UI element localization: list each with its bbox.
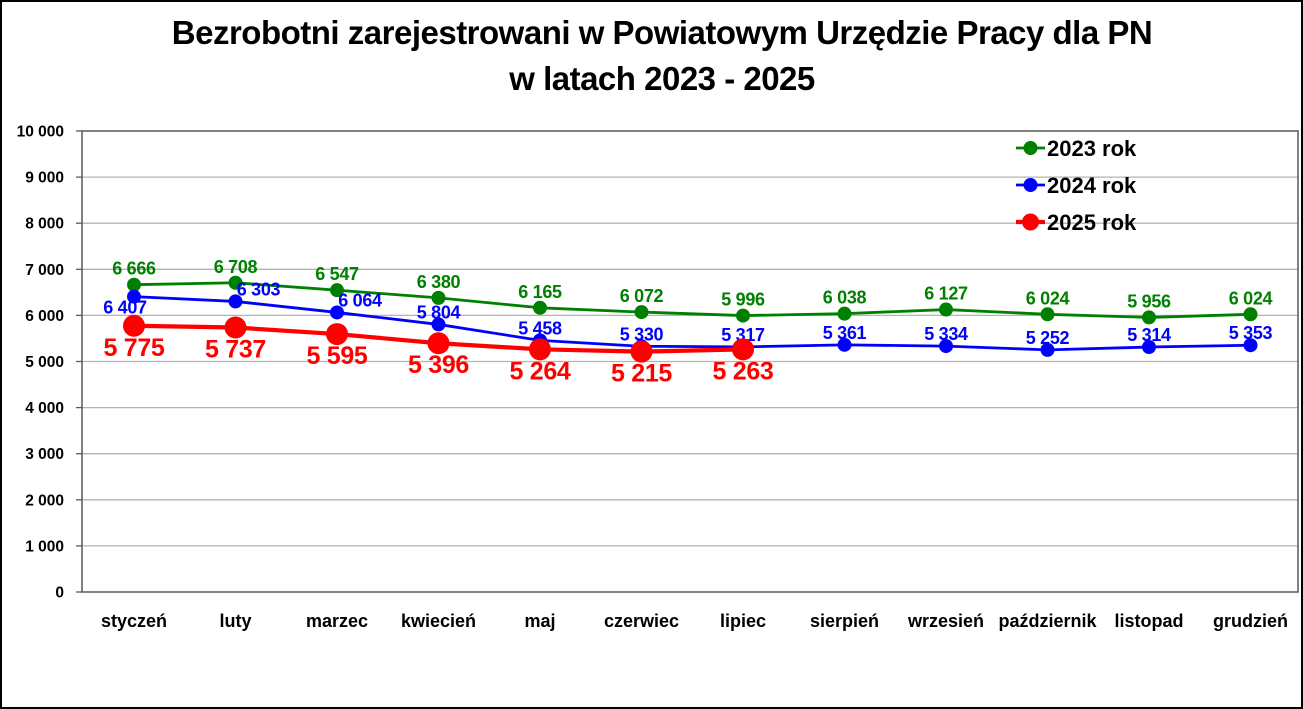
y-axis-tick-label: 6 000 — [25, 308, 64, 325]
plot-border — [81, 130, 1299, 593]
data-label-2024-rok: 5 361 — [823, 323, 867, 343]
data-label-2023-rok: 6 024 — [1229, 288, 1273, 308]
data-label-2024-rok: 5 804 — [417, 302, 461, 322]
data-label-2023-rok: 6 072 — [620, 286, 664, 306]
data-point-2023-rok — [1243, 307, 1258, 322]
data-point-2023-rok — [634, 305, 649, 320]
y-axis-tick-label: 5 000 — [25, 354, 64, 371]
data-label-2024-rok: 5 317 — [721, 325, 765, 345]
x-axis-category-label: styczeń — [101, 611, 167, 631]
data-label-2025-rok: 5 215 — [611, 360, 672, 388]
data-point-2025-rok — [529, 338, 551, 361]
y-axis-tick-label: 9 000 — [25, 170, 64, 187]
data-point-2024-rok — [330, 305, 344, 320]
x-axis-category-label: maj — [524, 611, 555, 631]
data-point-2023-rok — [939, 302, 953, 317]
x-axis-category-label: luty — [219, 611, 251, 631]
data-label-2025-rok: 5 737 — [205, 336, 266, 364]
data-point-2023-rok — [533, 300, 547, 315]
x-axis-category-label: listopad — [1114, 611, 1183, 631]
data-point-2024-rok — [431, 317, 446, 332]
data-label-2024-rok: 5 458 — [518, 318, 562, 338]
y-axis-tick-label: 2 000 — [25, 492, 64, 509]
data-label-2024-rok: 5 330 — [620, 324, 664, 344]
legend-marker — [1022, 213, 1039, 231]
data-label-2025-rok: 5 396 — [408, 351, 469, 379]
data-label-2024-rok: 5 334 — [924, 324, 968, 344]
data-label-2023-rok: 6 038 — [823, 288, 867, 308]
data-label-2024-rok: 5 314 — [1127, 325, 1171, 345]
data-label-2024-rok: 6 407 — [103, 298, 147, 318]
x-axis-category-label: czerwiec — [604, 611, 679, 631]
y-axis-tick-label: 8 000 — [25, 216, 64, 233]
data-label-2023-rok: 6 380 — [417, 272, 461, 292]
chart-title-line1: Bezrobotni zarejestrowani w Powiatowym U… — [172, 14, 1152, 51]
data-label-2023-rok: 6 024 — [1026, 288, 1070, 308]
data-label-2023-rok: 6 708 — [214, 257, 258, 277]
data-point-2023-rok — [736, 308, 750, 323]
y-axis-tick-label: 10 000 — [17, 124, 64, 141]
data-label-2023-rok: 6 165 — [518, 282, 562, 302]
data-point-2024-rok — [1142, 340, 1156, 355]
chart-title-line2: w latach 2023 - 2025 — [508, 60, 815, 97]
y-axis-tick-label: 1 000 — [25, 538, 64, 555]
data-point-2025-rok — [326, 323, 348, 346]
series-line-2024-rok — [132, 295, 1252, 352]
data-label-2025-rok: 5 775 — [103, 334, 164, 362]
data-point-2023-rok — [1040, 307, 1055, 322]
data-point-2023-rok — [431, 290, 446, 305]
data-point-2023-rok — [837, 306, 852, 321]
data-label-2023-rok: 6 127 — [924, 284, 968, 304]
data-point-2025-rok — [123, 314, 145, 337]
data-label-2024-rok: 5 353 — [1229, 323, 1273, 343]
y-axis-tick-label: 4 000 — [25, 400, 64, 417]
data-point-2023-rok — [127, 277, 141, 292]
data-point-2024-rok — [837, 337, 852, 352]
data-point-2025-rok — [732, 338, 754, 361]
data-point-2024-rok — [939, 339, 953, 354]
x-axis-category-label: grudzień — [1213, 611, 1288, 631]
series-line-2023-rok — [132, 281, 1252, 319]
x-axis-category-label: lipiec — [720, 611, 766, 631]
legend-label: 2023 rok — [1047, 136, 1137, 161]
data-point-2023-rok — [228, 275, 243, 290]
legend-item-2025-rok: 2025 rok — [1016, 210, 1137, 235]
y-axis-tick-label: 3 000 — [25, 446, 64, 463]
x-axis-category-label: wrzesień — [907, 611, 984, 631]
y-axis-tick-label: 0 — [55, 585, 64, 602]
data-label-2024-rok: 5 252 — [1026, 328, 1070, 348]
plot-area: 0 1 000 2 000 3 000 4 000 5 000 6 000 7 000 8 00… — [17, 124, 1299, 631]
legend-item-2023-rok: 2023 rok — [1016, 136, 1137, 161]
data-label-2025-rok: 5 263 — [712, 357, 773, 385]
data-label-2024-rok: 6 064 — [338, 290, 382, 310]
data-point-2023-rok — [1142, 310, 1156, 325]
data-label-2023-rok: 6 666 — [112, 259, 156, 279]
data-point-2025-rok — [427, 332, 450, 355]
data-point-2024-rok — [228, 294, 243, 309]
data-label-2025-rok: 5 264 — [509, 357, 570, 385]
legend-marker — [1023, 178, 1038, 192]
legend-marker — [1023, 141, 1038, 155]
x-axis-category-label: kwiecień — [401, 611, 476, 631]
data-point-2025-rok — [224, 316, 247, 339]
x-axis-category-label: sierpień — [810, 611, 879, 631]
x-axis-category-label: październik — [998, 611, 1097, 631]
legend-label: 2025 rok — [1047, 210, 1137, 235]
data-label-2024-rok: 6 303 — [237, 279, 281, 299]
data-point-2023-rok — [330, 283, 344, 298]
data-point-2025-rok — [630, 340, 653, 363]
data-label-2025-rok: 5 595 — [306, 342, 367, 370]
data-point-2024-rok — [1040, 342, 1055, 357]
x-axis-category-label: marzec — [306, 611, 368, 631]
data-label-2023-rok: 5 956 — [1127, 291, 1171, 311]
legend-label: 2024 rok — [1047, 173, 1137, 198]
data-point-2024-rok — [127, 289, 141, 304]
data-label-2023-rok: 6 547 — [315, 264, 359, 284]
y-axis-tick-label: 7 000 — [25, 262, 64, 279]
legend-item-2024-rok: 2024 rok — [1016, 173, 1137, 198]
data-label-2023-rok: 5 996 — [721, 290, 765, 310]
data-point-2024-rok — [1243, 338, 1258, 353]
